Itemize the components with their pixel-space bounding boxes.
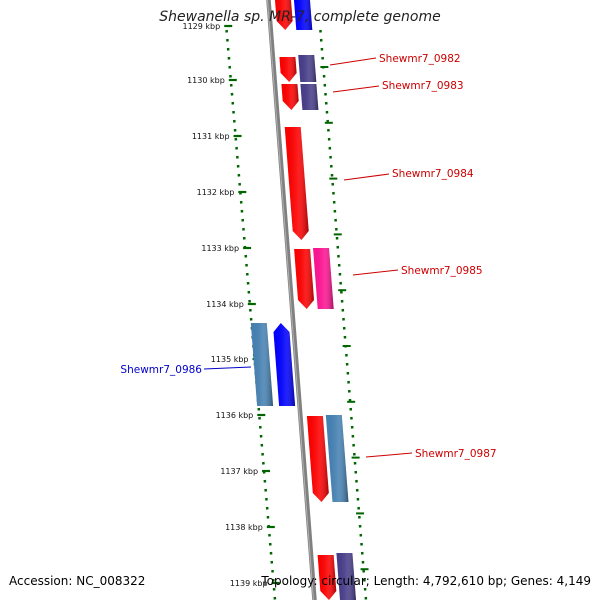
label-leader-line	[352, 269, 399, 276]
gene-feature-shade	[298, 55, 317, 82]
label-leader-line	[343, 173, 390, 181]
gene-feature-shade	[294, 249, 314, 309]
gene-feature-shade	[284, 127, 309, 240]
gene-feature-shade	[250, 323, 274, 406]
scale-tick-label: 1132 kbp	[197, 188, 235, 197]
gene-label: Shewmr7_0987	[415, 448, 497, 460]
gene-label: Shewmr7_0984	[392, 168, 474, 180]
scale-tick-label: 1138 kbp	[225, 523, 263, 532]
scale-tick-label: 1136 kbp	[216, 411, 254, 420]
gene-feature-shade	[306, 416, 329, 502]
scale-tick-label: 1129 kbp	[183, 22, 221, 31]
scale-tick-label: 1137 kbp	[220, 467, 258, 476]
gene-label: Shewmr7_0986	[120, 364, 202, 376]
gene-feature-shade	[274, 0, 293, 30]
gene-feature-shade	[317, 555, 337, 600]
gene-label: Shewmr7_0982	[379, 53, 461, 65]
accession-text: Accession: NC_008322	[9, 574, 146, 588]
scale-tick-label: 1134 kbp	[206, 300, 244, 309]
gene-feature-shade	[279, 57, 297, 82]
gene-features	[250, 0, 356, 600]
label-leader-line	[365, 452, 413, 458]
gene-feature-shade	[281, 84, 299, 110]
backbone-line	[266, 0, 317, 600]
scale-tick-label: 1139 kbp	[230, 579, 268, 588]
label-leader-line	[329, 57, 377, 66]
gene-feature-shade	[293, 0, 313, 30]
gene-label: Shewmr7_0985	[401, 265, 483, 277]
gene-feature-shade	[336, 553, 356, 600]
genome-backbone	[266, 0, 317, 600]
scale-tick-label: 1131 kbp	[192, 132, 230, 141]
label-leader-line	[203, 366, 252, 370]
scale-tick-label: 1135 kbp	[211, 355, 249, 364]
gene-feature-shade	[313, 248, 334, 309]
gene-feature-shade	[273, 323, 296, 406]
backbone-highlight	[267, 0, 314, 600]
gene-label: Shewmr7_0983	[382, 80, 464, 92]
scale-tick-label: 1130 kbp	[187, 76, 225, 85]
scale-bar: 1129 kbp 1130 kbp 1131 kbp 1132 kbp 1133 kbp…	[183, 22, 369, 600]
label-leader-line	[332, 85, 380, 93]
gene-feature-shade	[325, 415, 349, 502]
scale-tick-label: 1133 kbp	[201, 244, 239, 253]
genome-summary-text: Topology: circular; Length: 4,792,610 bp…	[261, 574, 591, 588]
map-title: Shewanella sp. MR-7, complete genome	[159, 9, 441, 25]
gene-labels: Shewmr7_0982 Shewmr7_0983 Shewmr7_0984 Shew…	[120, 53, 496, 460]
gene-feature-shade	[300, 84, 319, 110]
